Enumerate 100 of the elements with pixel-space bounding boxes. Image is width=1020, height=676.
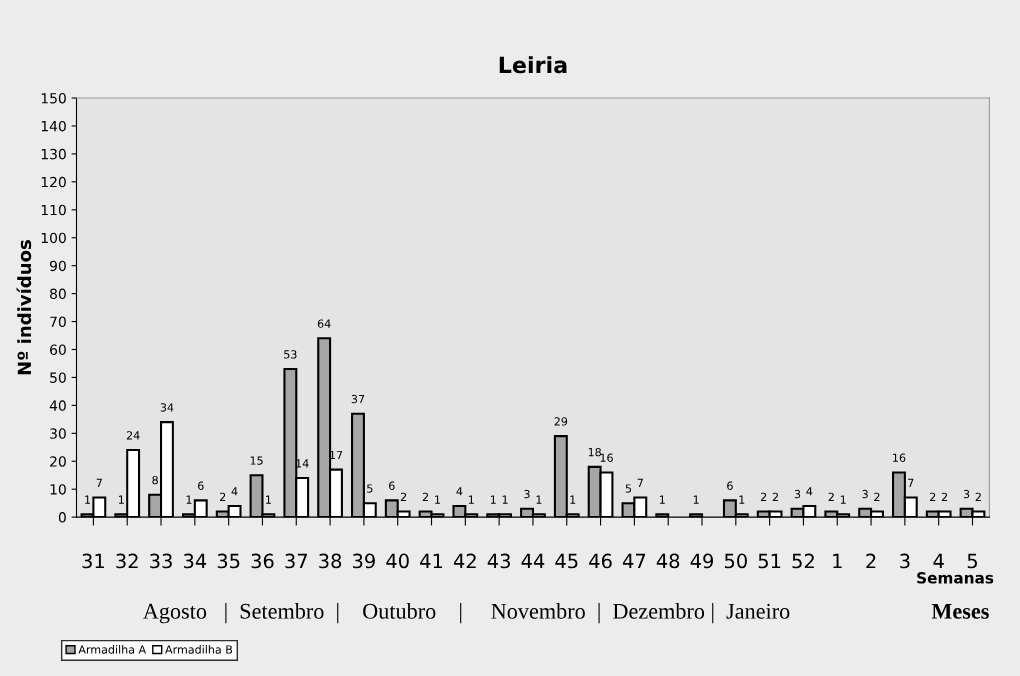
y-tick-label: 50 <box>50 372 66 383</box>
x-tick-label: 38 <box>319 553 342 569</box>
x-tick-label: 51 <box>758 553 781 569</box>
data-label: 1 <box>118 495 124 504</box>
data-label: 2 <box>975 492 981 501</box>
data-label: 1 <box>659 495 665 504</box>
y-tick-label: 90 <box>49 260 66 272</box>
chart-title: Leiria <box>499 56 567 74</box>
data-label: 3 <box>794 489 801 499</box>
x-tick-label: 32 <box>116 553 138 569</box>
x-tick-label: 36 <box>251 553 274 569</box>
data-label: 1 <box>693 495 699 504</box>
data-label: 24 <box>126 431 140 440</box>
data-label: 3 <box>862 489 868 499</box>
y-tick-label: 130 <box>41 148 66 160</box>
x-tick-label: 41 <box>420 553 443 569</box>
data-label: 4 <box>231 487 238 496</box>
data-label: 1 <box>468 495 474 504</box>
data-label: 2 <box>760 492 767 501</box>
x-tick-label: 47 <box>622 553 646 569</box>
y-axis-title: Nº indivíduos <box>16 240 32 375</box>
data-label: 2 <box>930 492 936 501</box>
x-tick-label: 52 <box>792 553 814 569</box>
x-tick-label: 48 <box>656 553 680 569</box>
x-axis-title: Semanas <box>917 572 994 584</box>
x-tick-label: 40 <box>386 553 409 569</box>
x-tick-label: 43 <box>487 553 510 569</box>
data-label: 16 <box>893 453 906 462</box>
data-label: 2 <box>874 492 880 501</box>
y-tick-label: 40 <box>49 400 66 411</box>
y-tick-label: 100 <box>41 232 66 244</box>
data-label: 1 <box>490 495 496 504</box>
data-label: 1 <box>85 495 90 504</box>
data-label: 6 <box>198 481 204 490</box>
data-label: 4 <box>456 487 463 496</box>
y-tick-label: 120 <box>41 176 66 188</box>
data-label: 6 <box>389 481 395 490</box>
data-label: 1 <box>266 495 271 504</box>
x-tick-label: 5 <box>967 553 977 569</box>
y-tick-label: 150 <box>41 92 66 104</box>
data-label: 37 <box>351 394 365 404</box>
x-tick-label: 49 <box>690 553 714 569</box>
x-tick-label: 46 <box>589 553 612 569</box>
y-tick-label: 10 <box>50 484 66 495</box>
data-label: 1 <box>739 495 745 504</box>
x-tick-label: 39 <box>353 553 375 569</box>
text: Agosto | Setembro | Outubro | Novembro | Dezembro | Janeiro <box>143 603 790 624</box>
text: Meses <box>931 603 989 619</box>
x-tick-label: 42 <box>453 553 476 569</box>
x-tick-label: 45 <box>555 553 578 569</box>
data-label: 4 <box>806 487 813 496</box>
data-label: 2 <box>941 492 948 501</box>
data-label: 2 <box>828 492 834 501</box>
y-tick-label: 140 <box>41 120 66 132</box>
data-label: 64 <box>317 319 331 328</box>
data-label: 3 <box>963 489 970 499</box>
x-tick-label: 31 <box>82 553 104 569</box>
data-label: 14 <box>296 459 309 468</box>
legend-label: Armadilha B <box>165 645 233 654</box>
data-label: 1 <box>435 495 440 504</box>
x-tick-label: 4 <box>933 553 944 569</box>
data-label: 34 <box>160 403 174 412</box>
data-label: 2 <box>400 492 407 501</box>
data-label: 1 <box>186 495 192 504</box>
data-label: 29 <box>554 417 568 426</box>
data-label: 1 <box>840 495 846 504</box>
y-tick-label: 80 <box>50 288 66 300</box>
legend-label: Armadilha A <box>78 645 147 654</box>
data-label: 1 <box>502 495 508 504</box>
x-tick-label: 44 <box>521 553 545 569</box>
y-tick-label: 70 <box>50 316 66 328</box>
data-label: 1 <box>570 495 576 504</box>
y-tick-label: 20 <box>50 456 66 467</box>
data-label: 6 <box>727 481 733 490</box>
y-tick-label: 30 <box>50 428 66 439</box>
y-tick-label: 110 <box>41 204 66 216</box>
x-tick-label: 34 <box>183 553 207 569</box>
data-label: 18 <box>588 447 601 457</box>
data-label: 2 <box>220 492 226 501</box>
data-label: 2 <box>772 492 778 501</box>
data-label: 2 <box>422 492 429 501</box>
y-tick-label: 60 <box>50 344 66 355</box>
x-tick-label: 1 <box>833 553 842 569</box>
data-label: 3 <box>524 489 530 499</box>
data-label: 5 <box>367 484 373 493</box>
x-tick-label: 3 <box>900 553 910 569</box>
data-label: 7 <box>96 478 102 487</box>
data-label: 16 <box>600 453 613 462</box>
x-tick-label: 33 <box>150 553 172 569</box>
data-label: 7 <box>637 478 643 487</box>
data-label: 15 <box>250 456 263 465</box>
x-tick-label: 37 <box>285 553 307 569</box>
data-label: 1 <box>536 495 542 504</box>
data-label: 8 <box>152 475 158 485</box>
x-tick-label: 50 <box>724 553 747 569</box>
data-label: 53 <box>284 350 297 359</box>
data-label: 7 <box>908 478 914 487</box>
y-tick-label: 0 <box>58 512 66 523</box>
x-tick-label: 2 <box>866 553 876 569</box>
x-tick-label: 35 <box>217 553 240 569</box>
